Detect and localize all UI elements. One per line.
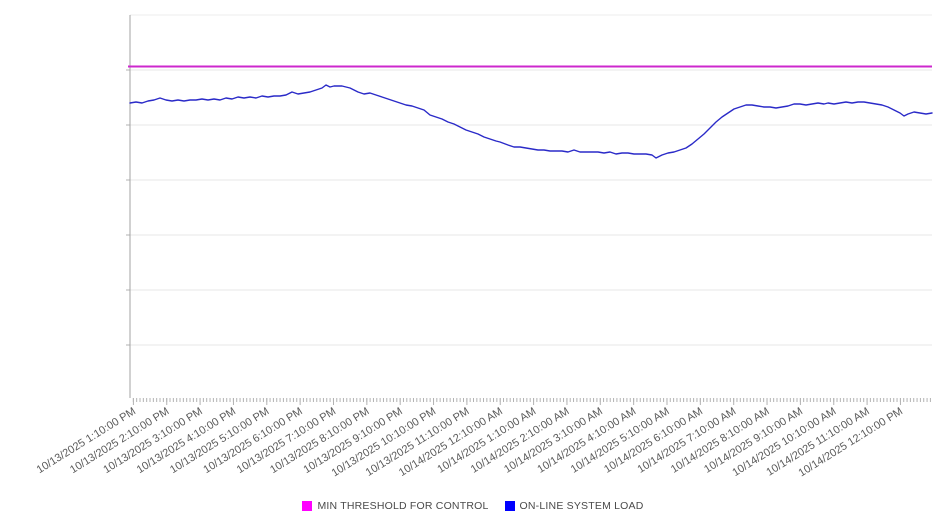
legend-item-min-threshold[interactable]: MIN THRESHOLD FOR CONTROL	[302, 500, 488, 512]
x-axis-minor-ticks	[132, 398, 931, 402]
legend-swatch-magenta-square-icon	[302, 501, 313, 511]
legend-item-system-load[interactable]: ON-LINE SYSTEM LOAD	[504, 500, 644, 512]
system-load-line	[129, 84, 933, 159]
legend-label-min-threshold: MIN THRESHOLD FOR CONTROL	[317, 500, 489, 512]
legend-label-system-load: ON-LINE SYSTEM LOAD	[519, 500, 644, 512]
legend-swatch-blue-square-icon	[504, 501, 515, 511]
legend: MIN THRESHOLD FOR CONTROL ON-LINE SYSTEM…	[0, 498, 946, 514]
